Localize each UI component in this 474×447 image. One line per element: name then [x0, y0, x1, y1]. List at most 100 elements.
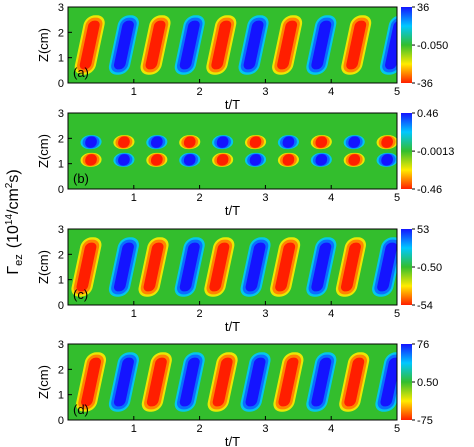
blob	[113, 152, 135, 167]
label-part: /cm	[5, 188, 22, 214]
x-tick-label: 1	[131, 423, 137, 435]
blob	[244, 135, 267, 150]
panel: 1 2 3 4 5 0 1 2 3 t/T Z(cm) (a) -36 -0.050 36	[36, 2, 448, 112]
shared-y-label: Γez (1014/cm2s)	[4, 169, 25, 274]
x-tick-label: 2	[197, 308, 203, 320]
colorbar-tick-label: -54	[417, 300, 433, 312]
colorbar-tick-label: -0.050	[417, 40, 448, 52]
y-axis-label: Z(cm)	[36, 365, 51, 399]
blob	[343, 135, 365, 150]
blob	[244, 152, 267, 167]
panel: 1 2 3 4 5 0 1 2 3 t/T Z(cm) (c) -54 -0.50 53	[36, 224, 442, 334]
blob-layer	[80, 135, 397, 167]
colorbar-tick-label: 76	[417, 339, 429, 351]
colorbar	[401, 113, 412, 189]
blob	[277, 135, 299, 150]
plot-background	[68, 113, 397, 189]
y-tick-label: 1	[58, 275, 64, 287]
x-tick-label: 2	[197, 86, 203, 98]
y-tick-label: 3	[58, 224, 64, 236]
colorbar-tick-label: -0.50	[417, 262, 442, 274]
blob	[80, 152, 102, 167]
x-tick-label: 3	[262, 192, 268, 204]
blob	[179, 152, 201, 167]
label-part: 2	[4, 182, 15, 188]
plot-frame	[67, 228, 398, 306]
x-tick-label: 3	[262, 308, 268, 320]
blob	[273, 352, 304, 412]
blob	[310, 152, 332, 167]
colorbar-tick-label: -75	[417, 415, 433, 427]
y-tick-label: 2	[58, 133, 64, 145]
x-tick-label: 5	[394, 308, 400, 320]
y-tick-label: 3	[58, 108, 64, 120]
blob	[141, 352, 172, 412]
blob	[74, 15, 105, 75]
x-axis-label: t/T	[225, 203, 240, 218]
plot-frame	[67, 343, 398, 421]
colorbar-tick-label: 53	[417, 224, 429, 236]
blob	[272, 15, 303, 75]
colorbar	[401, 7, 412, 83]
x-tick-label: 5	[394, 423, 400, 435]
y-tick-label: 0	[58, 415, 64, 427]
colorbar-tick-label: 0.50	[417, 377, 438, 389]
panel: 1 2 3 4 5 0 1 2 3 t/T Z(cm) (d) -75 0.50 76	[36, 339, 438, 447]
panel-label: (a)	[73, 65, 89, 80]
blob	[179, 135, 201, 150]
blob-layer	[74, 15, 397, 75]
blob	[376, 152, 397, 167]
label-part: Γ	[5, 266, 22, 275]
blob	[207, 352, 238, 412]
blob	[140, 15, 171, 75]
x-axis-label: t/T	[225, 97, 240, 112]
blob	[174, 237, 205, 297]
blob-layer	[71, 237, 397, 297]
blob	[212, 135, 234, 150]
y-tick-label: 0	[58, 300, 64, 312]
x-tick-label: 1	[131, 86, 137, 98]
x-tick-label: 2	[197, 192, 203, 204]
blob	[108, 15, 139, 75]
y-axis-label: Z(cm)	[36, 134, 51, 168]
blob	[277, 152, 299, 167]
blob	[212, 152, 234, 167]
blob	[146, 152, 168, 167]
y-tick-label: 0	[58, 184, 64, 196]
blob	[335, 237, 366, 297]
blob	[343, 152, 365, 167]
blob	[240, 237, 271, 297]
blob	[71, 237, 102, 297]
label-part: s)	[5, 169, 22, 182]
plot-frame	[67, 112, 398, 190]
x-tick-label: 1	[131, 308, 137, 320]
blob	[372, 237, 397, 297]
label-part: ez	[13, 254, 25, 266]
x-tick-label: 2	[197, 423, 203, 435]
blob	[113, 135, 135, 150]
label-part: 14	[4, 214, 15, 226]
y-tick-label: 3	[58, 339, 64, 351]
blob	[138, 237, 169, 297]
colorbar-tick-label: 36	[417, 2, 429, 14]
blob	[75, 352, 107, 412]
y-axis-label: Z(cm)	[36, 28, 51, 62]
colorbar-tick-label: -0.46	[417, 184, 442, 196]
blob	[204, 237, 235, 297]
y-tick-label: 2	[58, 249, 64, 261]
plot-frame	[67, 6, 398, 84]
y-tick-label: 1	[58, 390, 64, 402]
x-tick-label: 5	[394, 192, 400, 204]
blob	[310, 135, 332, 150]
x-tick-label: 1	[131, 192, 137, 204]
x-axis-label: t/T	[225, 434, 240, 447]
blob	[376, 135, 397, 150]
blob	[238, 15, 269, 75]
colorbar	[401, 229, 412, 305]
blob	[206, 15, 237, 75]
blob-layer	[75, 352, 397, 412]
blob	[80, 135, 102, 150]
blob	[306, 237, 337, 297]
y-tick-label: 3	[58, 2, 64, 14]
